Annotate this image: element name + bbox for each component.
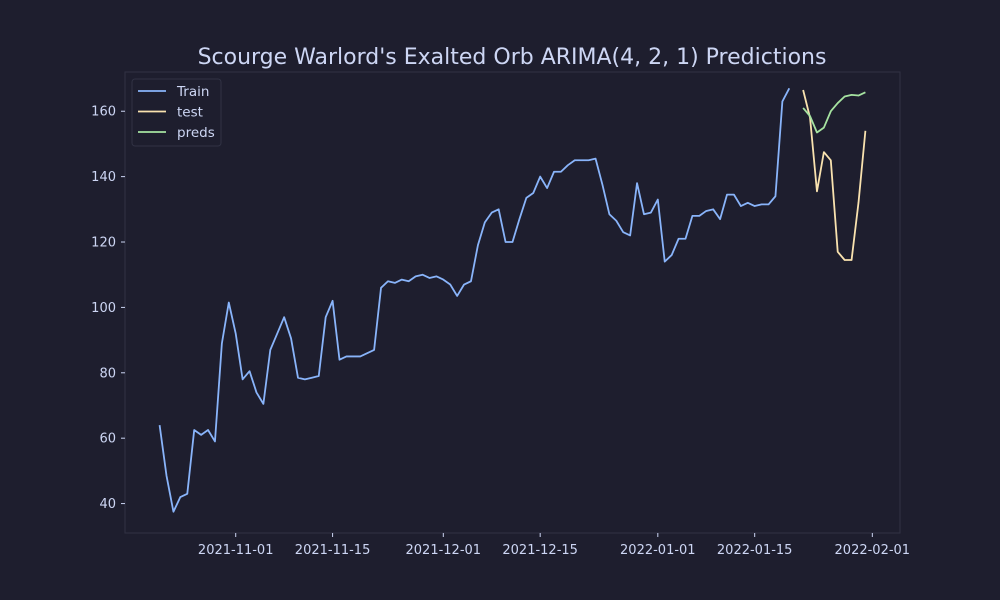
y-tick-label: 140 (91, 170, 116, 185)
chart-title: Scourge Warlord's Exalted Orb ARIMA(4, 2… (198, 45, 827, 70)
legend-label-preds: preds (177, 125, 215, 141)
y-tick-label: 60 (99, 432, 116, 447)
x-tick-label: 2021-12-01 (406, 543, 482, 558)
x-tick-label: 2021-11-15 (295, 543, 371, 558)
x-tick-label: 2021-12-15 (502, 543, 578, 558)
legend: Train test preds (131, 78, 222, 147)
legend-label-test: test (177, 105, 203, 121)
y-tick-label: 40 (99, 497, 116, 512)
series-layer (158, 87, 867, 513)
x-tick-label: 2022-01-01 (620, 543, 696, 558)
y-axis: 40 60 80 100 120 140 160 (91, 105, 125, 512)
x-tick-label: 2022-02-01 (835, 543, 911, 558)
legend-label-train: Train (176, 84, 209, 100)
y-tick-label: 100 (91, 301, 116, 316)
x-tick-label: 2022-01-15 (717, 543, 793, 558)
series-line-test (802, 89, 867, 261)
series-line-preds (802, 91, 866, 134)
y-tick-label: 80 (99, 366, 116, 381)
series-line-train (158, 87, 791, 513)
x-axis: 2021-11-01 2021-11-15 2021-12-01 2021-12-15… (198, 533, 910, 558)
plot-area (124, 71, 901, 534)
x-tick-label: 2021-11-01 (198, 543, 274, 558)
y-tick-label: 120 (91, 236, 116, 251)
legend-box (131, 78, 222, 147)
y-tick-label: 160 (91, 105, 116, 120)
